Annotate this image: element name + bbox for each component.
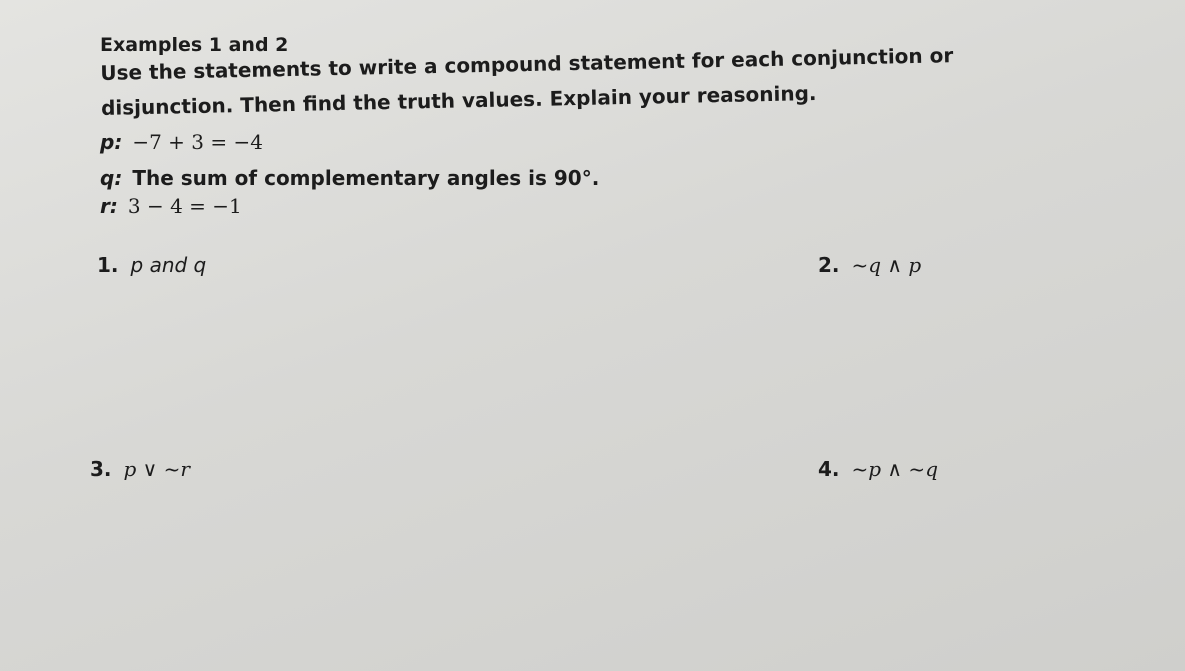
statement-text: The sum of complementary angles is 90°. bbox=[132, 166, 600, 190]
problem-number: 2. bbox=[818, 253, 840, 277]
problem-number: 3. bbox=[90, 457, 112, 481]
problem-text: ~q ∧ p bbox=[851, 253, 922, 277]
problem-number: 4. bbox=[818, 457, 840, 481]
problem-text: p and q bbox=[130, 253, 207, 277]
heading: Examples 1 and 2 bbox=[100, 34, 289, 56]
problem-text: ~p ∧ ~q bbox=[851, 457, 938, 481]
statement-text: −7 + 3 = −4 bbox=[132, 130, 263, 154]
statement: r: 3 − 4 = −1 bbox=[100, 194, 242, 218]
statement: p: −7 + 3 = −4 bbox=[100, 130, 263, 154]
problem-number: 1. bbox=[97, 253, 119, 277]
problem: 2. ~q ∧ p bbox=[818, 253, 921, 277]
statement: q: The sum of complementary angles is 90°… bbox=[100, 166, 599, 190]
statement-label: p: bbox=[100, 130, 123, 154]
statement-label: q: bbox=[100, 166, 123, 190]
problem: 1. p and q bbox=[97, 253, 206, 277]
statement-text: 3 − 4 = −1 bbox=[127, 194, 242, 218]
problem-text: p ∨ ~r bbox=[123, 457, 190, 481]
problem: 3. p ∨ ~r bbox=[90, 457, 190, 481]
problem: 4. ~p ∧ ~q bbox=[818, 457, 938, 481]
statement-label: r: bbox=[100, 194, 118, 218]
